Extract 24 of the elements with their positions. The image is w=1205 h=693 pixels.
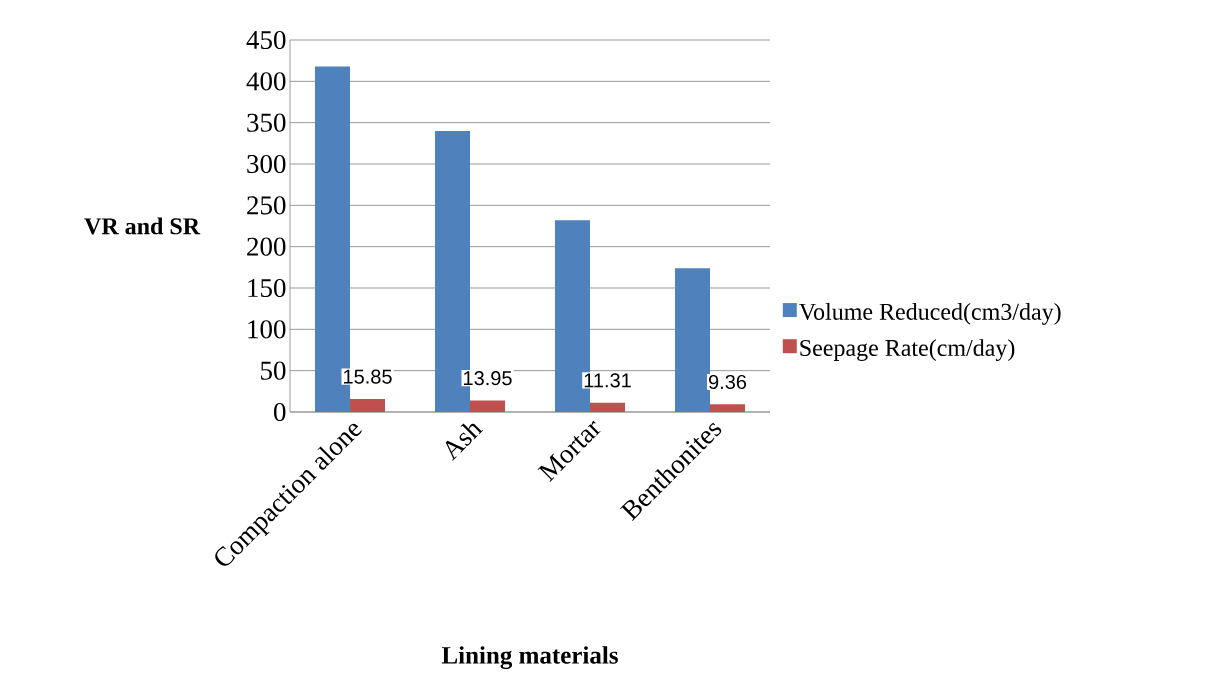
- x-axis-title: Lining materials: [441, 646, 618, 670]
- data-label: 11.31: [584, 373, 631, 388]
- bar: [710, 404, 745, 412]
- bar: [590, 402, 625, 412]
- legend-label: Seepage Rate(cm/day): [800, 339, 1015, 361]
- y-tick-label: 250: [247, 196, 286, 215]
- bar: [350, 398, 385, 412]
- y-tick-label: 0: [274, 402, 286, 422]
- bar: [675, 268, 710, 412]
- legend-label: Volume Reduced(cm3/day): [799, 303, 1061, 325]
- data-label: 15.85: [344, 369, 392, 384]
- x-tick-label: Ash: [445, 423, 483, 461]
- y-tick-label: 300: [247, 154, 286, 174]
- y-tick-label: 200: [247, 237, 286, 256]
- y-axis-title: VR and SR: [84, 217, 201, 235]
- y-tick-label: 100: [248, 320, 286, 339]
- bar: [470, 400, 505, 412]
- data-label: 13.95: [464, 371, 512, 386]
- y-tick-label: 400: [246, 72, 286, 91]
- y-tick-label: 150: [248, 278, 286, 298]
- y-tick-label: 50: [261, 361, 286, 380]
- y-tick-label: 450: [246, 30, 286, 50]
- y-tick-label: 350: [247, 113, 286, 132]
- data-label: 9.36: [708, 374, 747, 390]
